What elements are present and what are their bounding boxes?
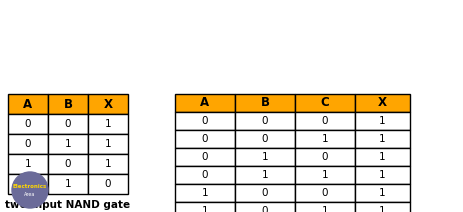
Bar xyxy=(354,202,409,212)
Text: 0: 0 xyxy=(321,116,327,126)
Text: 1: 1 xyxy=(25,159,31,169)
Bar xyxy=(88,174,128,194)
Text: 1: 1 xyxy=(321,170,328,180)
Text: 1: 1 xyxy=(378,170,385,180)
Text: 1: 1 xyxy=(378,152,385,162)
Bar xyxy=(294,94,354,112)
Text: 0: 0 xyxy=(201,116,208,126)
Bar xyxy=(294,202,354,212)
Text: 0: 0 xyxy=(261,134,268,144)
Text: 0: 0 xyxy=(201,134,208,144)
Circle shape xyxy=(12,172,48,208)
Bar xyxy=(354,130,409,148)
Text: 1: 1 xyxy=(201,188,208,198)
Text: 1: 1 xyxy=(64,179,71,189)
Bar xyxy=(294,130,354,148)
Text: 0: 0 xyxy=(261,188,268,198)
Bar xyxy=(175,94,234,112)
Bar xyxy=(175,112,234,130)
Text: 0: 0 xyxy=(201,170,208,180)
Text: 0: 0 xyxy=(261,116,268,126)
Text: A: A xyxy=(200,96,209,110)
Bar xyxy=(175,166,234,184)
Bar xyxy=(234,112,294,130)
Bar xyxy=(294,184,354,202)
Bar xyxy=(234,148,294,166)
Text: 0: 0 xyxy=(321,152,327,162)
Bar xyxy=(48,94,88,114)
Text: 1: 1 xyxy=(321,206,328,212)
Bar xyxy=(48,134,88,154)
Text: 1: 1 xyxy=(105,119,111,129)
Text: X: X xyxy=(377,96,386,110)
Text: 1: 1 xyxy=(64,139,71,149)
Bar xyxy=(175,202,234,212)
Bar xyxy=(175,184,234,202)
Text: C: C xyxy=(320,96,329,110)
Bar xyxy=(354,166,409,184)
Text: 1: 1 xyxy=(201,206,208,212)
Text: 1: 1 xyxy=(261,152,268,162)
Bar xyxy=(48,114,88,134)
Bar xyxy=(234,166,294,184)
Bar xyxy=(8,114,48,134)
Text: two-input NAND gate: two-input NAND gate xyxy=(6,200,130,210)
Text: B: B xyxy=(63,98,72,110)
Text: 1: 1 xyxy=(321,134,328,144)
Text: Electronics: Electronics xyxy=(13,184,47,188)
Bar xyxy=(8,134,48,154)
Bar xyxy=(234,130,294,148)
Bar xyxy=(88,114,128,134)
Text: 1: 1 xyxy=(25,179,31,189)
Bar xyxy=(48,154,88,174)
Text: 1: 1 xyxy=(105,159,111,169)
Text: A: A xyxy=(24,98,32,110)
Bar xyxy=(175,130,234,148)
Bar xyxy=(354,94,409,112)
Bar xyxy=(88,94,128,114)
Bar xyxy=(8,154,48,174)
Bar xyxy=(88,154,128,174)
Text: B: B xyxy=(260,96,269,110)
Text: 1: 1 xyxy=(378,188,385,198)
Bar xyxy=(48,174,88,194)
Text: 1: 1 xyxy=(105,139,111,149)
Text: 0: 0 xyxy=(65,159,71,169)
Bar xyxy=(354,148,409,166)
Text: Area: Area xyxy=(24,191,36,197)
Text: 1: 1 xyxy=(378,116,385,126)
Text: 1: 1 xyxy=(378,134,385,144)
Bar xyxy=(8,174,48,194)
Text: 0: 0 xyxy=(321,188,327,198)
Text: 0: 0 xyxy=(201,152,208,162)
Text: 1: 1 xyxy=(261,170,268,180)
Bar xyxy=(175,148,234,166)
Text: 0: 0 xyxy=(25,119,31,129)
Text: 0: 0 xyxy=(261,206,268,212)
Text: 0: 0 xyxy=(65,119,71,129)
Bar xyxy=(8,94,48,114)
Text: X: X xyxy=(103,98,112,110)
Bar xyxy=(294,112,354,130)
Bar xyxy=(234,94,294,112)
Bar xyxy=(294,166,354,184)
Text: 0: 0 xyxy=(25,139,31,149)
Bar xyxy=(294,148,354,166)
Text: 0: 0 xyxy=(105,179,111,189)
Bar xyxy=(234,202,294,212)
Bar xyxy=(354,184,409,202)
Bar xyxy=(354,112,409,130)
Bar xyxy=(234,184,294,202)
Text: 1: 1 xyxy=(378,206,385,212)
Bar xyxy=(88,134,128,154)
